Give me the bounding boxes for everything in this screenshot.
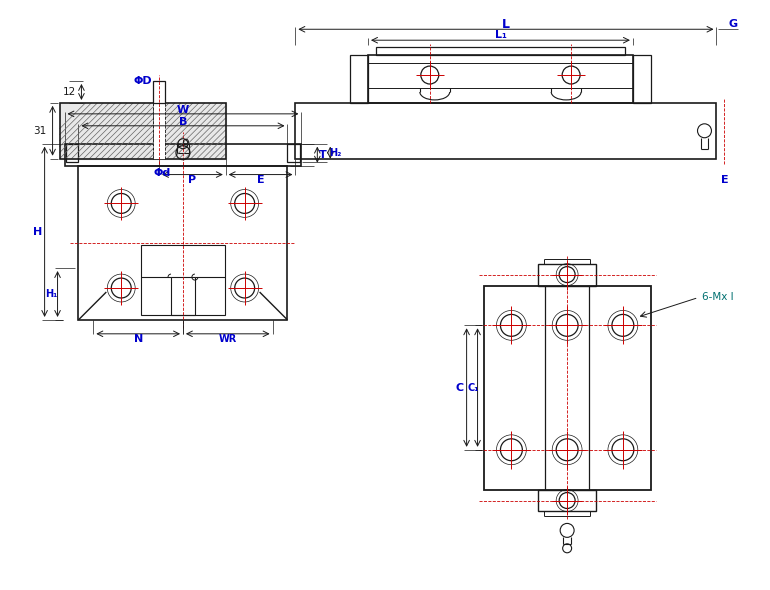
Text: N: N — [133, 334, 142, 344]
Bar — [538, 490, 596, 512]
Bar — [153, 103, 165, 159]
Text: C: C — [456, 382, 464, 392]
Bar — [633, 55, 651, 103]
Polygon shape — [59, 103, 226, 159]
Text: P: P — [189, 175, 196, 185]
Text: ΦD: ΦD — [134, 76, 152, 86]
Bar — [153, 81, 165, 103]
Text: 12: 12 — [63, 87, 76, 97]
Bar — [65, 144, 79, 162]
Bar — [177, 144, 189, 153]
Text: C₁: C₁ — [468, 382, 480, 392]
Text: L₁: L₁ — [494, 30, 507, 40]
Text: L: L — [502, 18, 510, 31]
Text: G: G — [728, 19, 738, 30]
Bar — [171, 277, 195, 315]
Bar — [79, 166, 287, 320]
Text: E: E — [256, 175, 264, 185]
Text: H₁: H₁ — [45, 289, 58, 299]
Bar — [350, 55, 368, 103]
Bar — [368, 55, 633, 103]
Bar — [484, 286, 651, 490]
Text: T: T — [319, 150, 326, 160]
Text: W: W — [177, 105, 189, 115]
Text: H₂: H₂ — [329, 148, 341, 158]
Text: WR: WR — [219, 334, 237, 344]
Text: H: H — [33, 227, 42, 237]
Text: 31: 31 — [33, 126, 47, 136]
Text: 6-Mx l: 6-Mx l — [702, 293, 734, 303]
Text: B: B — [179, 117, 187, 127]
Bar — [65, 144, 301, 166]
Text: Φd: Φd — [153, 168, 171, 178]
Bar — [287, 144, 300, 162]
Bar — [59, 103, 226, 159]
Bar — [141, 245, 226, 315]
Bar — [376, 47, 625, 55]
Bar — [538, 264, 596, 286]
Bar — [296, 103, 716, 159]
Text: E: E — [721, 175, 728, 185]
